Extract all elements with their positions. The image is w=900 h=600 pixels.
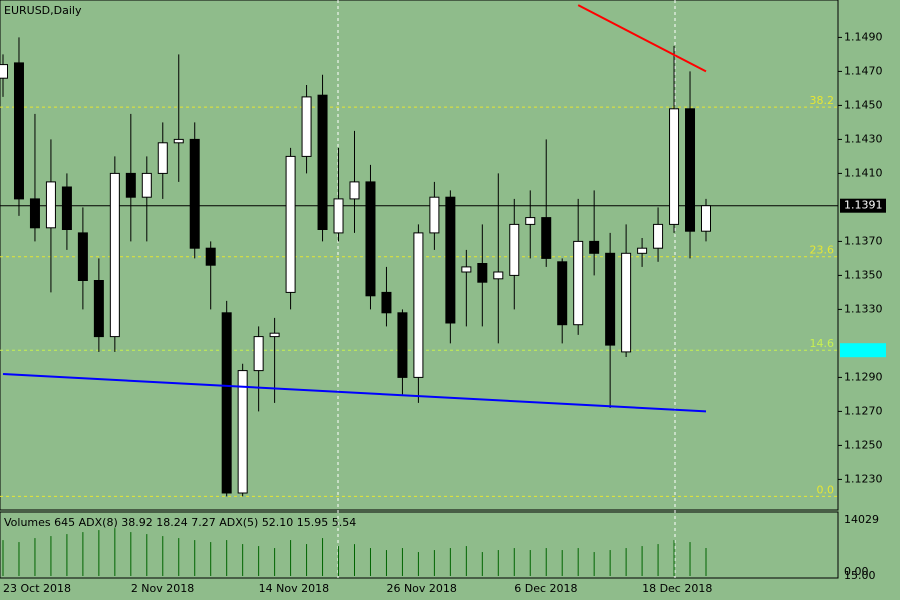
candle-body: [445, 196, 456, 324]
volume-tick-label: 0.00: [844, 565, 869, 578]
candle-body: [317, 94, 328, 230]
y-tick-label: 1.1370: [844, 234, 883, 247]
chart-title: EURUSD,Daily: [4, 4, 82, 17]
y-tick-label: 1.1330: [844, 302, 883, 315]
fibo-label: 14.6: [810, 337, 835, 350]
candle-body: [77, 232, 88, 281]
candle-body: [557, 261, 568, 326]
candle-body: [701, 205, 711, 232]
candle-body: [285, 155, 296, 293]
candle-body: [205, 247, 216, 266]
y-tick-label: 1.1410: [844, 166, 883, 179]
y-tick-label: 1.1350: [844, 268, 883, 281]
bid-box: [840, 198, 886, 213]
candle-body: [221, 312, 232, 494]
fibo-price-box: [840, 343, 886, 358]
y-tick-label: 1.1250: [844, 438, 883, 451]
candle-body: [541, 217, 552, 259]
candle-body: [573, 240, 584, 326]
candle-body: [605, 252, 616, 346]
x-tick-label: 6 Dec 2018: [514, 582, 577, 595]
fibo-label: 0.0: [817, 483, 835, 496]
candle-body: [653, 223, 664, 249]
trendline: [2, 373, 707, 413]
fibo-label: 23.6: [810, 244, 835, 257]
candle-body: [173, 138, 184, 144]
y-tick-label: 1.1470: [844, 64, 883, 77]
volume-title: Volumes 645 ADX(8) 38.92 18.24 7.27 ADX(…: [4, 516, 356, 529]
candle-body: [621, 252, 632, 353]
candle-body: [269, 332, 280, 338]
y-tick-label: 1.1230: [844, 472, 883, 485]
candle-body: [301, 96, 312, 157]
candle-body: [685, 108, 696, 232]
candle-body: [189, 138, 200, 249]
candle-body: [349, 181, 360, 200]
candle-body: [413, 232, 424, 378]
x-tick-label: 18 Dec 2018: [642, 582, 712, 595]
y-tick-label: 1.1430: [844, 132, 883, 145]
candle-body: [429, 196, 440, 234]
volume-tick-label: 14029: [844, 513, 879, 526]
candle-body: [109, 172, 120, 338]
candle-body: [381, 291, 392, 314]
candle-body: [253, 336, 264, 372]
candle-body: [141, 172, 152, 198]
main-frame: [0, 0, 839, 511]
x-tick-label: 23 Oct 2018: [3, 582, 71, 595]
y-tick-label: 1.1290: [844, 370, 883, 383]
candle-body: [93, 280, 104, 338]
candle-body: [157, 142, 168, 174]
candle-body: [589, 240, 600, 254]
candle-body: [509, 223, 520, 276]
candle-body: [45, 181, 56, 229]
candle-body: [333, 198, 344, 234]
candle-body: [397, 312, 408, 378]
candle-body: [0, 64, 8, 79]
y-tick-label: 1.1490: [844, 30, 883, 43]
candle-body: [637, 247, 648, 254]
x-tick-label: 26 Nov 2018: [386, 582, 456, 595]
trendline: [577, 4, 707, 73]
candle-body: [237, 370, 248, 494]
x-tick-label: 2 Nov 2018: [131, 582, 194, 595]
candle-body: [13, 62, 24, 200]
fibo-label: 38.2: [810, 94, 835, 107]
candle-body: [125, 172, 136, 198]
volume-frame: [0, 511, 839, 579]
candle-body: [477, 263, 488, 283]
candle-body: [493, 271, 504, 280]
candle-body: [461, 266, 472, 273]
x-tick-label: 14 Nov 2018: [259, 582, 329, 595]
candle-body: [61, 186, 72, 230]
candle-body: [29, 198, 40, 229]
y-tick-label: 1.1270: [844, 404, 883, 417]
candle-body: [365, 181, 376, 297]
volume-tick-label: 15.00: [844, 569, 876, 582]
candle-body: [525, 217, 536, 225]
y-tick-label: 1.1450: [844, 98, 883, 111]
bid-label: 1.1391: [844, 199, 883, 212]
candle-body: [669, 108, 680, 225]
